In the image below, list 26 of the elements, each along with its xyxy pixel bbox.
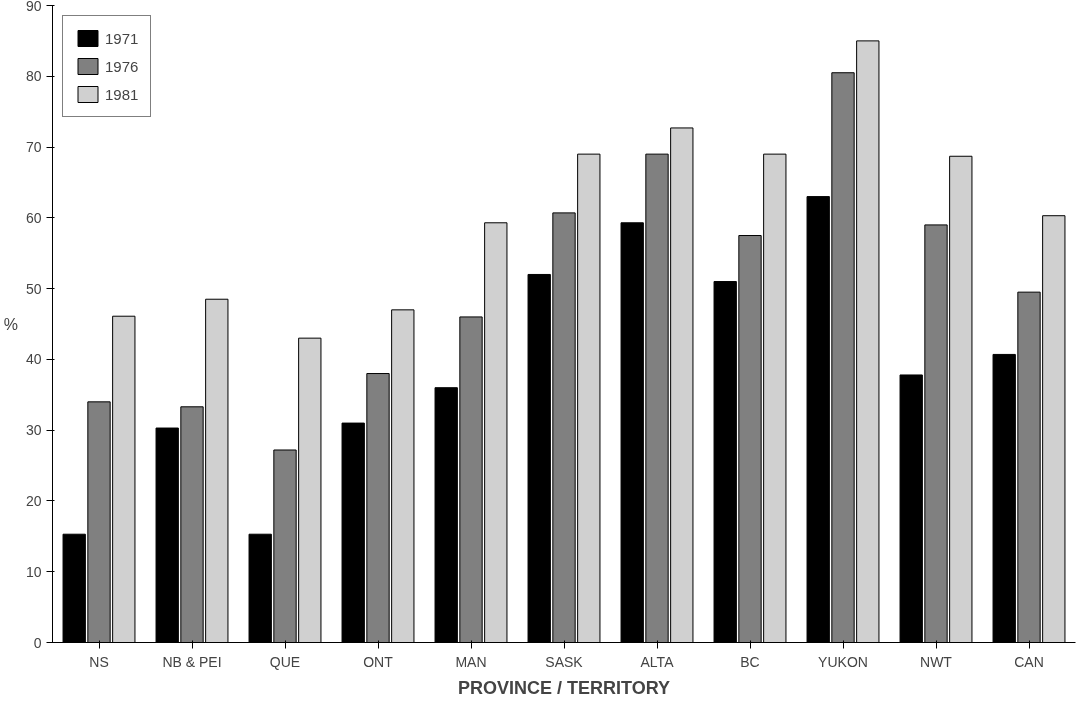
x-tick-label: ALTA — [640, 653, 675, 670]
y-tick-label: 10 — [25, 563, 42, 580]
y-tick-label: 90 — [25, 0, 42, 14]
legend-label: 1971 — [105, 29, 139, 47]
y-tick-label: 20 — [25, 492, 42, 509]
x-tick-label: NWT — [920, 653, 953, 670]
y-tick-label: 70 — [25, 139, 42, 156]
x-axis-title: PROVINCE / TERRITORY — [457, 677, 671, 698]
x-tick-label: QUE — [269, 653, 301, 670]
y-axis-title: % — [3, 315, 18, 333]
x-tick-label: ONT — [363, 653, 394, 670]
legend-label: 1976 — [105, 57, 139, 75]
y-tick-label: 40 — [25, 351, 42, 368]
x-tick-label: CAN — [1014, 653, 1044, 670]
x-tick-label: MAN — [455, 653, 487, 670]
x-tick-label: NS — [89, 653, 109, 670]
x-tick-label: YUKON — [818, 653, 868, 670]
x-tick-label: NB & PEI — [162, 653, 222, 670]
y-tick-label: 50 — [25, 280, 42, 297]
y-tick-label: 80 — [25, 68, 42, 85]
legend-label: 1981 — [105, 85, 139, 103]
x-tick-label: BC — [740, 653, 760, 670]
y-tick-label: 60 — [25, 209, 42, 226]
y-tick-label: 30 — [25, 422, 42, 439]
y-tick-label: 0 — [33, 634, 42, 651]
x-tick-label: SASK — [545, 653, 584, 670]
